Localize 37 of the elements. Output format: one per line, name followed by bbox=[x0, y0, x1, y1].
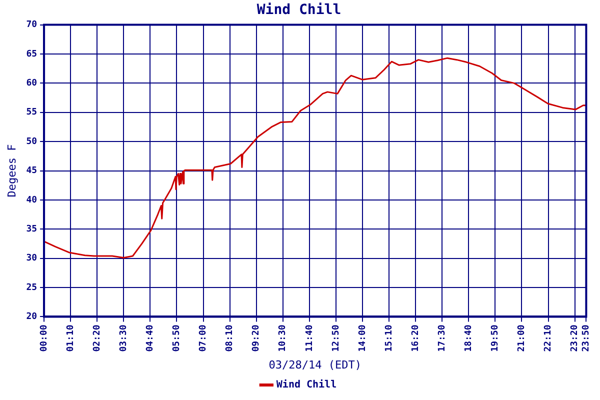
chart-title: Wind Chill bbox=[256, 2, 342, 18]
x-tick-label: 19:50 bbox=[490, 324, 501, 352]
x-axis-title: 03/28/14 (EDT) bbox=[268, 358, 362, 372]
x-tick-label: 00:00 bbox=[39, 324, 50, 352]
legend-label: Wind Chill bbox=[276, 378, 337, 391]
x-tick-label: 02:20 bbox=[92, 324, 102, 352]
y-axis-title: Degees F bbox=[5, 144, 18, 198]
x-tick-label: 17:30 bbox=[437, 324, 448, 352]
y-tick-label: 55 bbox=[26, 108, 38, 118]
x-tick-label: 14:00 bbox=[358, 324, 368, 352]
y-tick-label: 45 bbox=[26, 166, 38, 176]
y-tick-label: 25 bbox=[26, 282, 38, 293]
x-tick-label: 12:50 bbox=[331, 324, 342, 352]
x-tick-label: 16:20 bbox=[410, 324, 421, 352]
x-tick-label: 15:10 bbox=[384, 324, 394, 352]
y-tick-label: 50 bbox=[26, 136, 38, 147]
y-tick-label: 35 bbox=[26, 224, 38, 234]
y-tick-label: 30 bbox=[26, 254, 38, 264]
x-tick-label: 08:10 bbox=[225, 324, 236, 352]
x-tick-label: 05:50 bbox=[172, 324, 182, 352]
x-tick-label: 22:10 bbox=[544, 324, 554, 352]
x-tick-label: 01:10 bbox=[66, 324, 76, 352]
y-tick-label: 20 bbox=[26, 312, 38, 322]
x-tick-label: 09:20 bbox=[252, 324, 262, 352]
y-tick-label: 65 bbox=[26, 49, 38, 60]
x-tick-label: 23:50 bbox=[582, 324, 592, 352]
y-tick-label: 40 bbox=[26, 195, 38, 206]
x-tick-label: 18:40 bbox=[464, 324, 474, 352]
x-tick-label: 23:20 bbox=[570, 324, 580, 352]
x-tick-label: 07:00 bbox=[198, 324, 209, 352]
x-tick-label: 04:40 bbox=[146, 324, 156, 352]
x-tick-label: 10:30 bbox=[278, 324, 288, 352]
x-tick-label: 03:30 bbox=[119, 324, 129, 352]
y-tick-label: 70 bbox=[26, 20, 38, 30]
x-tick-label: 11:40 bbox=[304, 324, 315, 352]
x-tick-label: 21:00 bbox=[517, 324, 528, 352]
y-tick-label: 60 bbox=[26, 78, 38, 89]
